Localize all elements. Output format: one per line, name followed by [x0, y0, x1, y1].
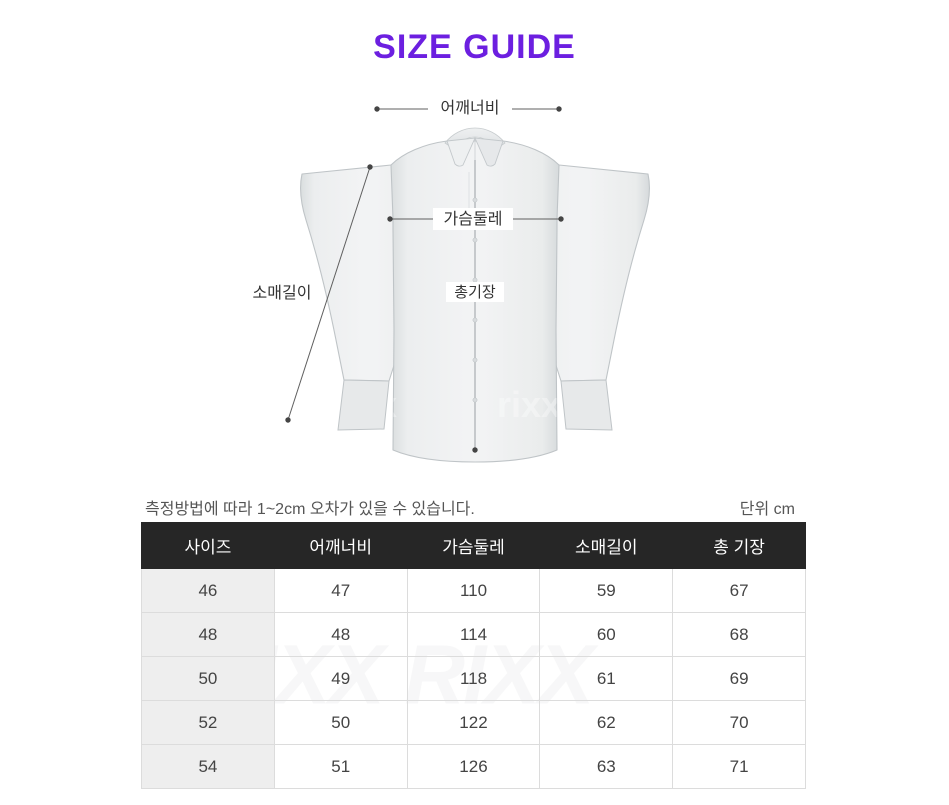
svg-text:rixx: rixx [497, 384, 561, 425]
svg-text:어깨너비: 어깨너비 [441, 99, 500, 117]
svg-text:총기장: 총기장 [454, 284, 496, 301]
svg-text:소매길이: 소매길이 [253, 284, 312, 302]
svg-text:가슴둘레: 가슴둘레 [444, 210, 503, 228]
